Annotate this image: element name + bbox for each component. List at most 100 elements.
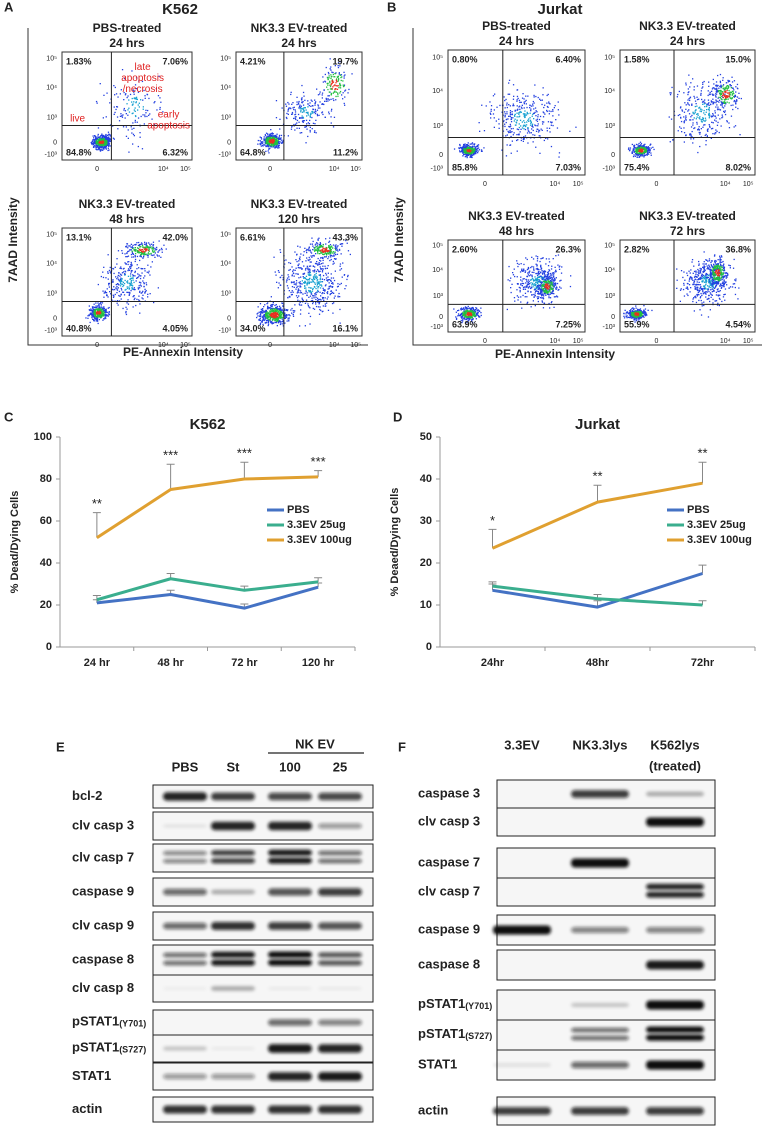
event-dot (324, 285, 327, 287)
event-dot (263, 315, 265, 317)
event-dot (318, 282, 320, 284)
event-dot (295, 273, 297, 275)
event-dot (278, 136, 280, 138)
event-dot (635, 153, 637, 155)
event-dot (316, 109, 319, 111)
event-dot (722, 92, 724, 94)
event-dot (639, 146, 642, 148)
event-dot (310, 112, 312, 114)
event-dot (264, 304, 266, 306)
event-dot (334, 88, 337, 90)
event-dot (550, 124, 552, 126)
event-dot (102, 312, 104, 314)
event-dot (509, 123, 511, 126)
event-dot (279, 308, 281, 310)
event-dot (131, 256, 133, 258)
event-dot (465, 150, 467, 152)
event-dot (97, 310, 100, 312)
event-dot (124, 279, 126, 282)
event-dot (637, 154, 639, 156)
event-dot (302, 273, 304, 275)
event-dot (296, 296, 299, 299)
event-dot (94, 320, 96, 322)
event-dot (536, 118, 539, 120)
event-dot (314, 283, 316, 285)
event-dot (638, 146, 640, 148)
x-tick-label: 10⁵ (350, 166, 361, 173)
event-dot (339, 296, 341, 298)
event-dot (144, 290, 146, 293)
event-dot (274, 138, 276, 140)
event-dot (638, 153, 640, 155)
event-dot (127, 261, 129, 263)
event-dot (106, 140, 108, 142)
event-dot (120, 277, 122, 279)
event-dot (328, 282, 330, 284)
event-dot (152, 254, 154, 257)
event-dot (705, 144, 707, 146)
event-dot (275, 312, 277, 315)
event-dot (311, 278, 313, 281)
event-dot (466, 148, 469, 150)
event-dot (466, 150, 469, 152)
event-dot (294, 283, 296, 285)
event-dot (118, 272, 120, 274)
event-dot (259, 323, 261, 326)
event-dot (116, 258, 118, 260)
y-tick-label: 10³ (605, 123, 616, 130)
x-axis-label: PE-Annexin Intensity (495, 347, 615, 361)
plot-frame (235, 227, 363, 337)
event-dot (262, 318, 265, 320)
event-dot (265, 315, 267, 317)
event-dot (284, 317, 286, 319)
event-dot (646, 149, 649, 152)
plot-title: 24 hrs (109, 36, 145, 50)
event-dot (335, 254, 337, 256)
event-dot (147, 272, 150, 274)
event-dot (149, 247, 152, 249)
event-dot (143, 283, 145, 285)
event-dot (315, 249, 317, 251)
event-dot (151, 261, 153, 263)
event-dot (335, 244, 337, 246)
event-dot (319, 278, 321, 280)
event-dot (315, 305, 318, 308)
event-dot (291, 293, 293, 296)
event-dot (332, 251, 335, 253)
event-dot (311, 279, 314, 281)
event-dot (309, 243, 312, 245)
event-dot (267, 302, 269, 304)
event-dot (267, 324, 269, 327)
event-dot (102, 276, 105, 279)
event-dot (132, 143, 134, 145)
event-dot (137, 252, 139, 254)
event-dot (263, 316, 265, 318)
event-dot (266, 311, 268, 313)
event-dot (154, 247, 156, 249)
event-dot (315, 263, 317, 265)
event-dot (342, 80, 344, 82)
event-dot (468, 144, 470, 147)
event-dot (103, 136, 105, 138)
event-dot (530, 110, 532, 112)
event-dot (103, 313, 105, 315)
event-dot (146, 245, 148, 248)
event-dot (277, 320, 279, 322)
event-dot (644, 150, 647, 152)
event-dot (537, 123, 539, 125)
event-dot (332, 92, 334, 94)
event-dot (494, 93, 496, 95)
event-dot (274, 137, 276, 139)
event-dot (141, 148, 144, 150)
event-dot (270, 306, 272, 308)
event-dot (148, 270, 150, 272)
event-dot (738, 97, 740, 99)
event-dot (305, 142, 307, 144)
event-dot (699, 133, 701, 135)
event-dot (334, 270, 336, 272)
event-dot (299, 325, 301, 327)
event-dot (522, 113, 525, 115)
event-dot (257, 139, 259, 142)
event-dot (270, 137, 272, 140)
event-dot (278, 308, 280, 310)
